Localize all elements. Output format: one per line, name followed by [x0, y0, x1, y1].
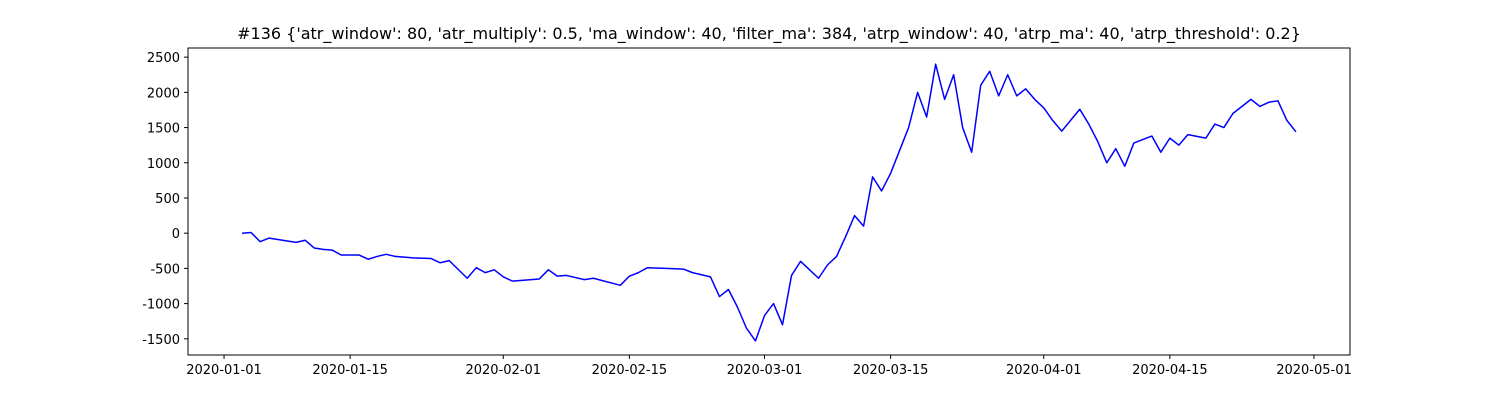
y-tick-label: 0: [172, 227, 180, 242]
x-tick-label: 2020-04-15: [1132, 363, 1208, 378]
y-tick-label: -500: [150, 262, 180, 277]
y-tick-label: 1500: [147, 122, 180, 137]
x-tick-label: 2020-01-01: [186, 363, 262, 378]
x-tick-label: 2020-03-15: [853, 363, 929, 378]
y-tick-label: 2500: [147, 51, 180, 66]
x-tick-label: 2020-02-15: [592, 363, 668, 378]
y-tick-label: 1000: [147, 157, 180, 172]
y-tick-label: -1500: [142, 333, 180, 348]
axes-frame: [187, 47, 1351, 356]
x-tick-label: 2020-02-01: [465, 363, 541, 378]
x-tick-label: 2020-01-15: [312, 363, 388, 378]
x-tick-label: 2020-05-01: [1276, 363, 1352, 378]
line: [241, 63, 1297, 342]
chart-title: #136 {'atr_window': 80, 'atr_multiply': …: [237, 24, 1301, 44]
y-tick-label: 500: [155, 192, 180, 207]
y-tick-label: 2000: [147, 86, 180, 101]
x-tick-label: 2020-03-01: [727, 363, 803, 378]
y-tick-label: -1000: [142, 298, 180, 313]
x-tick-label: 2020-04-01: [1006, 363, 1082, 378]
